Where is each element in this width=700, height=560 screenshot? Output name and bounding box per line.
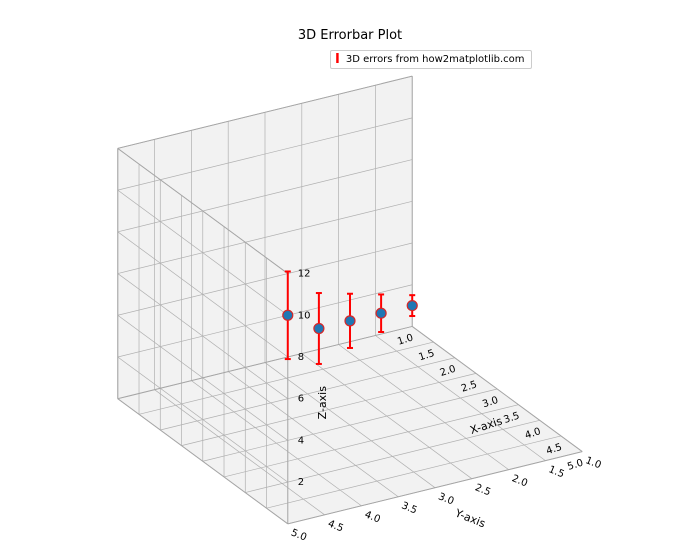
- data-point: [376, 308, 386, 318]
- svg-text:4.0: 4.0: [363, 509, 382, 525]
- svg-text:12: 12: [298, 269, 311, 280]
- data-point: [407, 301, 417, 311]
- svg-text:10: 10: [298, 310, 311, 321]
- data-point: [314, 323, 324, 333]
- svg-text:2.5: 2.5: [473, 482, 492, 498]
- svg-text:5.0: 5.0: [566, 458, 585, 473]
- svg-text:6: 6: [298, 394, 304, 405]
- svg-text:1.0: 1.0: [584, 455, 603, 471]
- svg-text:3.5: 3.5: [400, 500, 419, 516]
- 3d-errorbar-chart: 1.01.52.02.53.03.54.04.55.01.01.52.02.53…: [0, 0, 700, 560]
- svg-text:2.0: 2.0: [510, 473, 529, 489]
- svg-text:Z-axis: Z-axis: [316, 386, 329, 420]
- svg-text:4.5: 4.5: [326, 518, 345, 534]
- data-point: [283, 310, 293, 320]
- svg-text:2: 2: [298, 477, 304, 488]
- svg-text:5.0: 5.0: [289, 527, 308, 543]
- svg-text:8: 8: [298, 352, 304, 363]
- svg-text:Y-axis: Y-axis: [452, 506, 487, 530]
- svg-text:1.5: 1.5: [547, 464, 566, 480]
- data-point: [345, 316, 355, 326]
- svg-text:3.0: 3.0: [437, 491, 456, 507]
- svg-text:4: 4: [298, 435, 304, 446]
